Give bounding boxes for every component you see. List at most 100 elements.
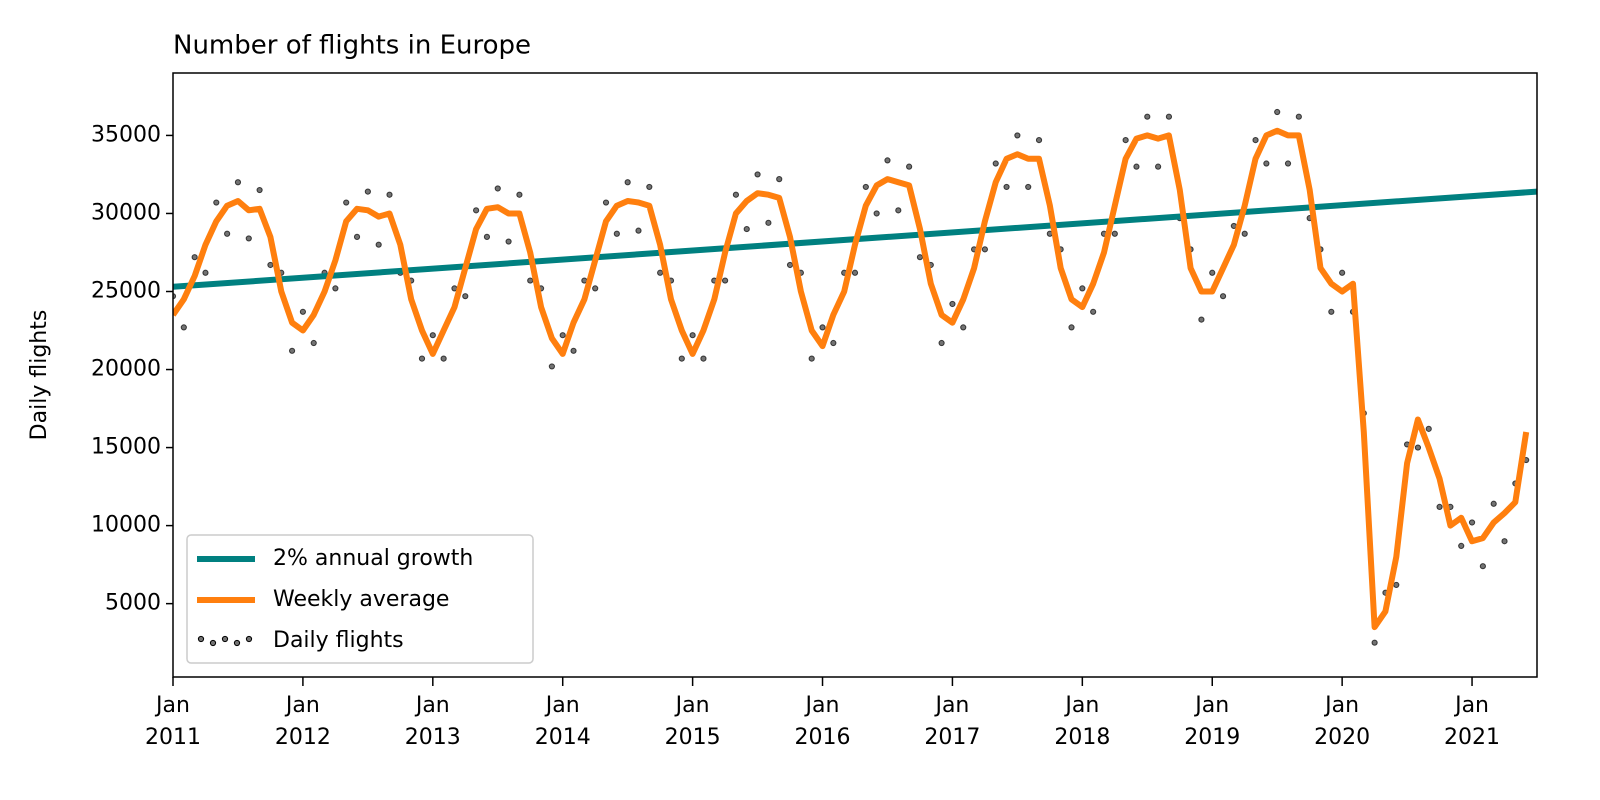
data-point	[1436, 503, 1443, 510]
y-tick-label: 35000	[91, 122, 161, 147]
data-point	[180, 324, 187, 331]
data-point	[830, 339, 837, 347]
x-tick-label: Jan 2019	[1184, 693, 1241, 750]
data-point	[1111, 230, 1118, 237]
data-point	[657, 269, 664, 276]
x-tick-label: Jan 2020	[1314, 693, 1371, 750]
data-point	[1198, 316, 1205, 323]
data-point	[884, 157, 891, 164]
legend-label: Weekly average	[273, 587, 449, 612]
data-point	[1209, 269, 1216, 276]
x-tick-label: Jan 2015	[664, 693, 721, 750]
data-point	[743, 225, 750, 233]
data-point	[559, 332, 566, 339]
data-point	[213, 199, 220, 206]
data-point	[267, 261, 274, 269]
data-point	[429, 332, 436, 339]
data-point	[1241, 230, 1248, 237]
legend-label: Daily flights	[273, 628, 404, 653]
data-point	[689, 332, 696, 339]
data-point	[992, 160, 999, 167]
data-point	[1133, 163, 1140, 170]
data-point	[1501, 538, 1508, 545]
data-point	[548, 363, 555, 370]
data-point	[732, 191, 740, 198]
data-point	[1155, 163, 1162, 170]
data-point	[592, 285, 599, 292]
data-point	[1328, 308, 1335, 315]
data-point	[353, 233, 361, 240]
data-point	[494, 185, 501, 192]
x-tick-label: Jan 2016	[794, 693, 851, 750]
y-tick-label: 5000	[105, 591, 161, 616]
x-tick-label: Jan 2014	[534, 693, 591, 750]
data-point	[1295, 113, 1302, 120]
data-point	[234, 179, 242, 186]
data-point	[516, 191, 523, 198]
x-tick-label: Jan 2017	[924, 693, 981, 750]
data-point	[1393, 581, 1400, 589]
data-point	[1144, 113, 1151, 120]
data-point	[1090, 308, 1097, 315]
y-tick-label: 15000	[91, 435, 161, 460]
data-point	[527, 277, 534, 284]
data-point	[364, 188, 371, 195]
data-point	[570, 347, 577, 354]
data-point	[288, 347, 296, 354]
data-point	[1479, 563, 1486, 570]
data-point	[700, 355, 707, 362]
data-point	[299, 308, 307, 315]
data-point	[754, 171, 761, 178]
data-point	[245, 235, 252, 242]
data-point	[873, 210, 880, 217]
line	[173, 127, 1530, 631]
y-tick-label: 25000	[91, 279, 161, 304]
data-point	[462, 293, 469, 300]
data-point	[862, 183, 869, 191]
data-point	[851, 269, 859, 276]
data-point	[916, 254, 924, 261]
data-point	[1068, 324, 1075, 331]
data-point	[1339, 269, 1346, 276]
data-point	[1014, 132, 1021, 139]
data-point	[786, 261, 794, 269]
data-point	[1035, 137, 1043, 144]
data-point	[224, 230, 231, 237]
data-point	[819, 324, 826, 331]
data-point	[1263, 160, 1270, 167]
data-point	[981, 246, 989, 253]
legend-marker	[197, 635, 205, 643]
data-point	[202, 269, 209, 276]
data-point	[483, 233, 491, 240]
data-point	[386, 191, 393, 198]
data-point	[906, 163, 913, 170]
data-point	[1122, 137, 1129, 144]
legend-box	[186, 534, 534, 664]
legend-marker	[245, 635, 253, 643]
y-tick-label: 30000	[91, 200, 161, 225]
plot-area	[173, 108, 1537, 646]
legend-label: 2% annual growth	[273, 546, 473, 571]
data-point	[1468, 519, 1476, 526]
data-point	[505, 238, 512, 245]
y-tick-label: 20000	[91, 357, 161, 382]
data-point	[960, 324, 967, 331]
data-point	[1252, 137, 1259, 144]
x-tick-label: Jan 2018	[1054, 693, 1111, 750]
data-point	[1414, 444, 1422, 451]
data-point	[721, 277, 729, 284]
data-point	[776, 176, 783, 183]
data-point	[646, 183, 653, 191]
data-point	[678, 355, 685, 362]
data-point	[635, 227, 642, 234]
data-point	[1219, 293, 1227, 300]
data-point	[938, 339, 945, 347]
data-point	[1425, 425, 1432, 432]
data-point	[440, 355, 447, 362]
data-point	[1274, 108, 1281, 116]
data-point	[613, 230, 620, 237]
data-point	[473, 207, 480, 214]
data-point	[808, 355, 815, 362]
